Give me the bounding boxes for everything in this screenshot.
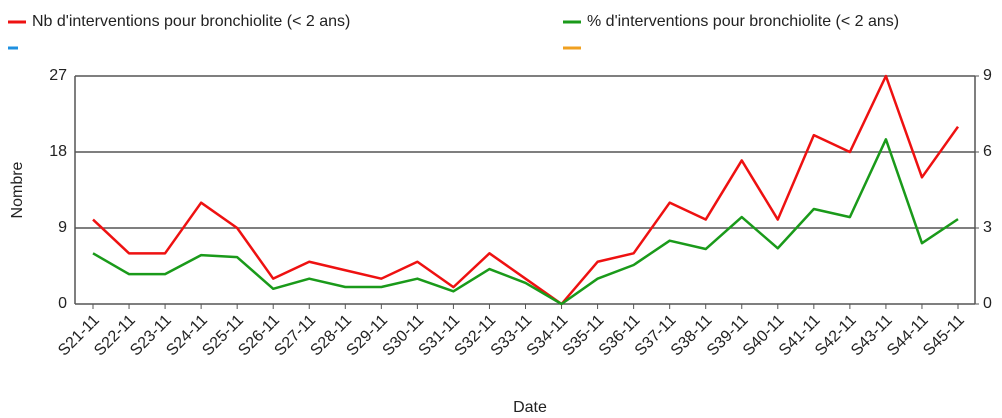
series-line [92,138,959,306]
y2-tick-label: 6 [983,143,992,160]
x-tick-label: S45-11 [920,312,968,360]
y-tick-label: 27 [49,67,67,84]
y-tick-label: 18 [49,143,67,160]
series-line [92,74,960,306]
y2-tick-label: 9 [983,67,992,84]
y-axis-title: Nombre [9,161,26,218]
y-tick-label: 0 [58,295,67,312]
legend-label: % d'interventions pour bronchiolite (< 2… [587,13,899,30]
y2-tick-label: 3 [983,219,992,236]
y2-tick-label: 0 [983,295,992,312]
y-tick-label: 9 [58,219,67,236]
legend-label: Nb d'interventions pour bronchiolite (< … [32,13,350,30]
x-axis-title: Date [513,399,547,416]
